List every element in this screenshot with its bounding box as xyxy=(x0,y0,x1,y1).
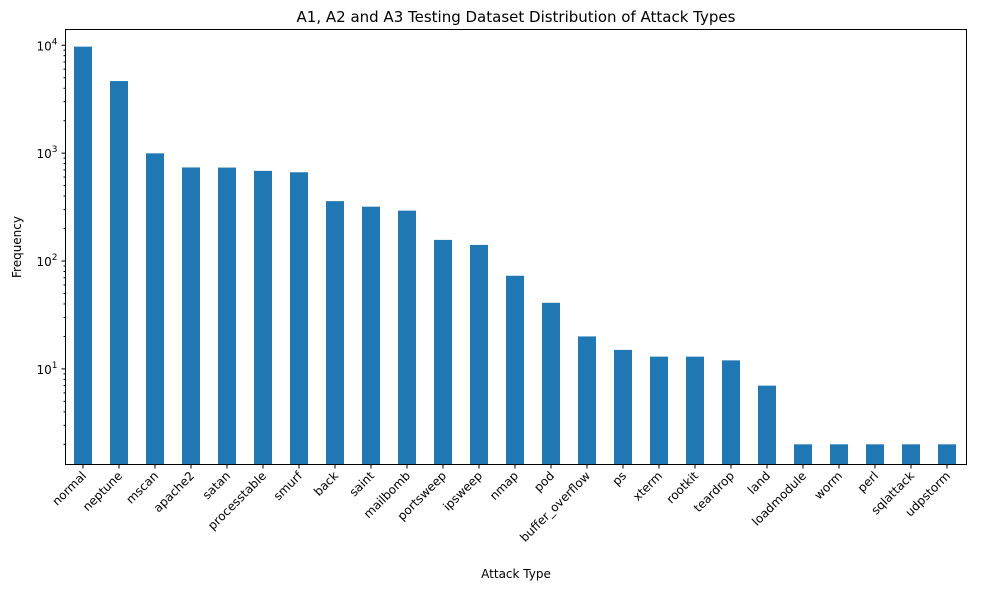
bar-satan xyxy=(218,167,236,465)
y-tick-label: 104 xyxy=(36,37,57,53)
chart-title: A1, A2 and A3 Testing Dataset Distributi… xyxy=(297,8,736,26)
plot-frame xyxy=(65,29,967,465)
bar-smurf xyxy=(290,172,308,465)
bar-apache2 xyxy=(182,167,200,465)
x-axis-label: Attack Type xyxy=(481,567,551,581)
bar-land xyxy=(758,385,776,465)
bar-back xyxy=(326,201,344,465)
bar-neptune xyxy=(110,81,128,465)
bar-nmap xyxy=(506,275,524,465)
bar-worm xyxy=(830,444,848,465)
bar-portsweep xyxy=(434,239,452,465)
y-tick-label: 103 xyxy=(36,145,57,161)
bar-mailbomb xyxy=(398,210,416,465)
y-axis: 101 102 103 104 xyxy=(36,37,66,445)
bar-loadmodule xyxy=(794,444,812,465)
bar-sqlattack xyxy=(902,444,920,465)
bar-udpstorm xyxy=(938,444,956,465)
bar-normal xyxy=(74,46,92,465)
bar-perl xyxy=(866,444,884,465)
bar-rootkit xyxy=(686,356,704,465)
y-tick-label: 102 xyxy=(36,253,57,269)
bar-mscan xyxy=(146,153,164,465)
bars-group xyxy=(74,46,956,465)
bar-ps xyxy=(614,349,632,465)
bar-xterm xyxy=(650,356,668,465)
bar-saint xyxy=(362,206,380,465)
bar-ipsweep xyxy=(470,244,488,465)
bar-processtable xyxy=(254,170,272,465)
bar-pod xyxy=(542,302,560,465)
y-tick-label: 101 xyxy=(36,361,57,377)
bar-buffer_overflow xyxy=(578,336,596,465)
y-axis-label: Frequency xyxy=(10,216,24,278)
bar-teardrop xyxy=(722,360,740,465)
